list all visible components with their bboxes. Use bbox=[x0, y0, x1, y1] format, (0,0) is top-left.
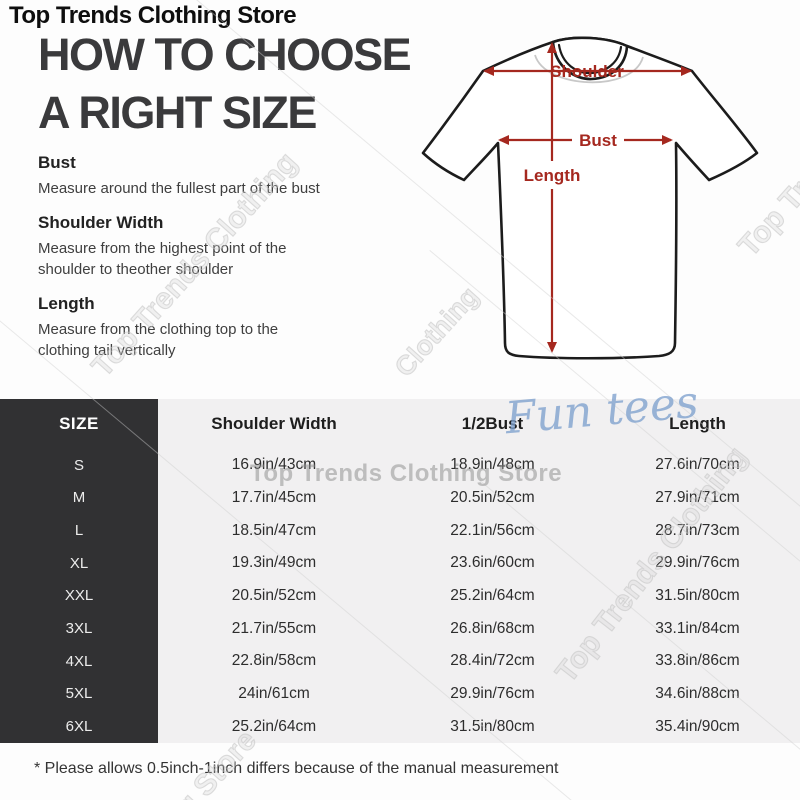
guide-item-shoulder-width: Shoulder Width Measure from the highest … bbox=[38, 213, 378, 280]
shoulder-label: Shoulder bbox=[550, 62, 624, 81]
collar-ribbing bbox=[557, 43, 623, 75]
value-cell: 31.5in/80cm bbox=[450, 717, 535, 735]
value-cell: 28.7in/73cm bbox=[655, 521, 740, 539]
size-cell: L bbox=[0, 514, 158, 547]
value-cell: 20.5in/52cm bbox=[450, 488, 535, 506]
value-cell: 17.7in/45cm bbox=[231, 488, 317, 506]
size-cell: 3XL bbox=[0, 612, 158, 645]
guide-desc: Measure from the clothing top to the clo… bbox=[38, 321, 279, 359]
arrow-head-left bbox=[498, 135, 509, 145]
size-cell: 5XL bbox=[0, 677, 158, 711]
arrow-head-down bbox=[547, 342, 557, 353]
value-cell: 19.3in/49cm bbox=[231, 554, 317, 572]
page-title-line1: HOW TO CHOOSE bbox=[38, 29, 412, 80]
value-cell: 33.1in/84cm bbox=[655, 619, 740, 637]
tshirt-outline bbox=[421, 36, 759, 360]
size-cell: XL bbox=[0, 547, 158, 580]
guide-item-length: Length Measure from the clothing top to … bbox=[38, 294, 378, 361]
size-cell: XXL bbox=[0, 579, 158, 613]
value-cell: 35.4in/90cm bbox=[655, 717, 740, 735]
length-label: Length bbox=[524, 166, 581, 185]
size-cell: 4XL bbox=[0, 645, 158, 678]
value-cell: 16.9in/43cm bbox=[231, 456, 317, 474]
length-label-bg bbox=[517, 161, 587, 189]
guide-desc: Measure from the highest point of the sh… bbox=[38, 240, 287, 278]
guide-term: Bust bbox=[38, 153, 76, 172]
value-cell: 26.8in/68cm bbox=[450, 619, 535, 637]
column-header: Length bbox=[669, 414, 726, 433]
value-cell: 25.2in/64cm bbox=[450, 586, 535, 604]
value-cell: 34.6in/88cm bbox=[655, 684, 740, 702]
value-cell: 27.9in/71cm bbox=[655, 488, 740, 506]
size-cell: S bbox=[0, 449, 158, 482]
value-cell: 22.1in/56cm bbox=[450, 521, 535, 539]
value-cell: 21.7in/55cm bbox=[231, 619, 317, 637]
value-cell: 33.8in/86cm bbox=[655, 652, 740, 670]
tshirt-measurement-diagram: Shoulder Bust Length bbox=[421, 36, 759, 360]
column-header: 1/2Bust bbox=[461, 414, 524, 433]
value-cell: 18.5in/47cm bbox=[231, 521, 317, 539]
value-cell: 24in/61cm bbox=[238, 684, 310, 702]
footnote: * Please allows 0.5inch-1inch differs be… bbox=[34, 760, 559, 777]
store-name: Top Trends Clothing Store bbox=[9, 2, 297, 29]
size-column-header: SIZE bbox=[0, 399, 158, 449]
arrow-head-up bbox=[547, 42, 557, 53]
value-cell: 29.9in/76cm bbox=[655, 554, 740, 572]
size-cell: 6XL bbox=[0, 710, 158, 743]
arrow-head-right bbox=[662, 135, 673, 145]
arrow-head-right bbox=[681, 66, 692, 76]
value-cell: 31.5in/80cm bbox=[655, 586, 740, 604]
collar-opening bbox=[551, 36, 629, 81]
column-header: Shoulder Width bbox=[211, 414, 337, 433]
guide-term: Shoulder Width bbox=[38, 213, 164, 232]
page-title: HOW TO CHOOSE A RIGHT SIZE bbox=[38, 26, 412, 142]
collar-shadow bbox=[534, 54, 644, 84]
value-cell: 22.8in/58cm bbox=[231, 652, 317, 670]
page-title-line2: A RIGHT SIZE bbox=[38, 87, 317, 138]
value-cell: 29.9in/76cm bbox=[450, 684, 535, 702]
value-cell: 27.6in/70cm bbox=[655, 456, 740, 474]
size-cell: M bbox=[0, 481, 158, 515]
bust-label: Bust bbox=[579, 131, 617, 150]
size-table: SIZE Shoulder Width 1/2Bust Length S 16.9in/4… bbox=[0, 399, 800, 743]
value-cell: 20.5in/52cm bbox=[231, 586, 317, 604]
measurement-guide: Bust Measure around the fullest part of … bbox=[38, 153, 378, 375]
guide-term: Length bbox=[38, 294, 95, 313]
guide-desc: Measure around the fullest part of the b… bbox=[38, 180, 320, 197]
bust-label-bg bbox=[572, 127, 624, 153]
value-cell: 28.4in/72cm bbox=[450, 652, 535, 670]
guide-item-bust: Bust Measure around the fullest part of … bbox=[38, 153, 378, 199]
value-cell: 18.9in/48cm bbox=[450, 456, 535, 474]
value-cell: 23.6in/60cm bbox=[450, 554, 535, 572]
value-cell: 25.2in/64cm bbox=[231, 717, 317, 735]
arrow-head-left bbox=[483, 66, 494, 76]
